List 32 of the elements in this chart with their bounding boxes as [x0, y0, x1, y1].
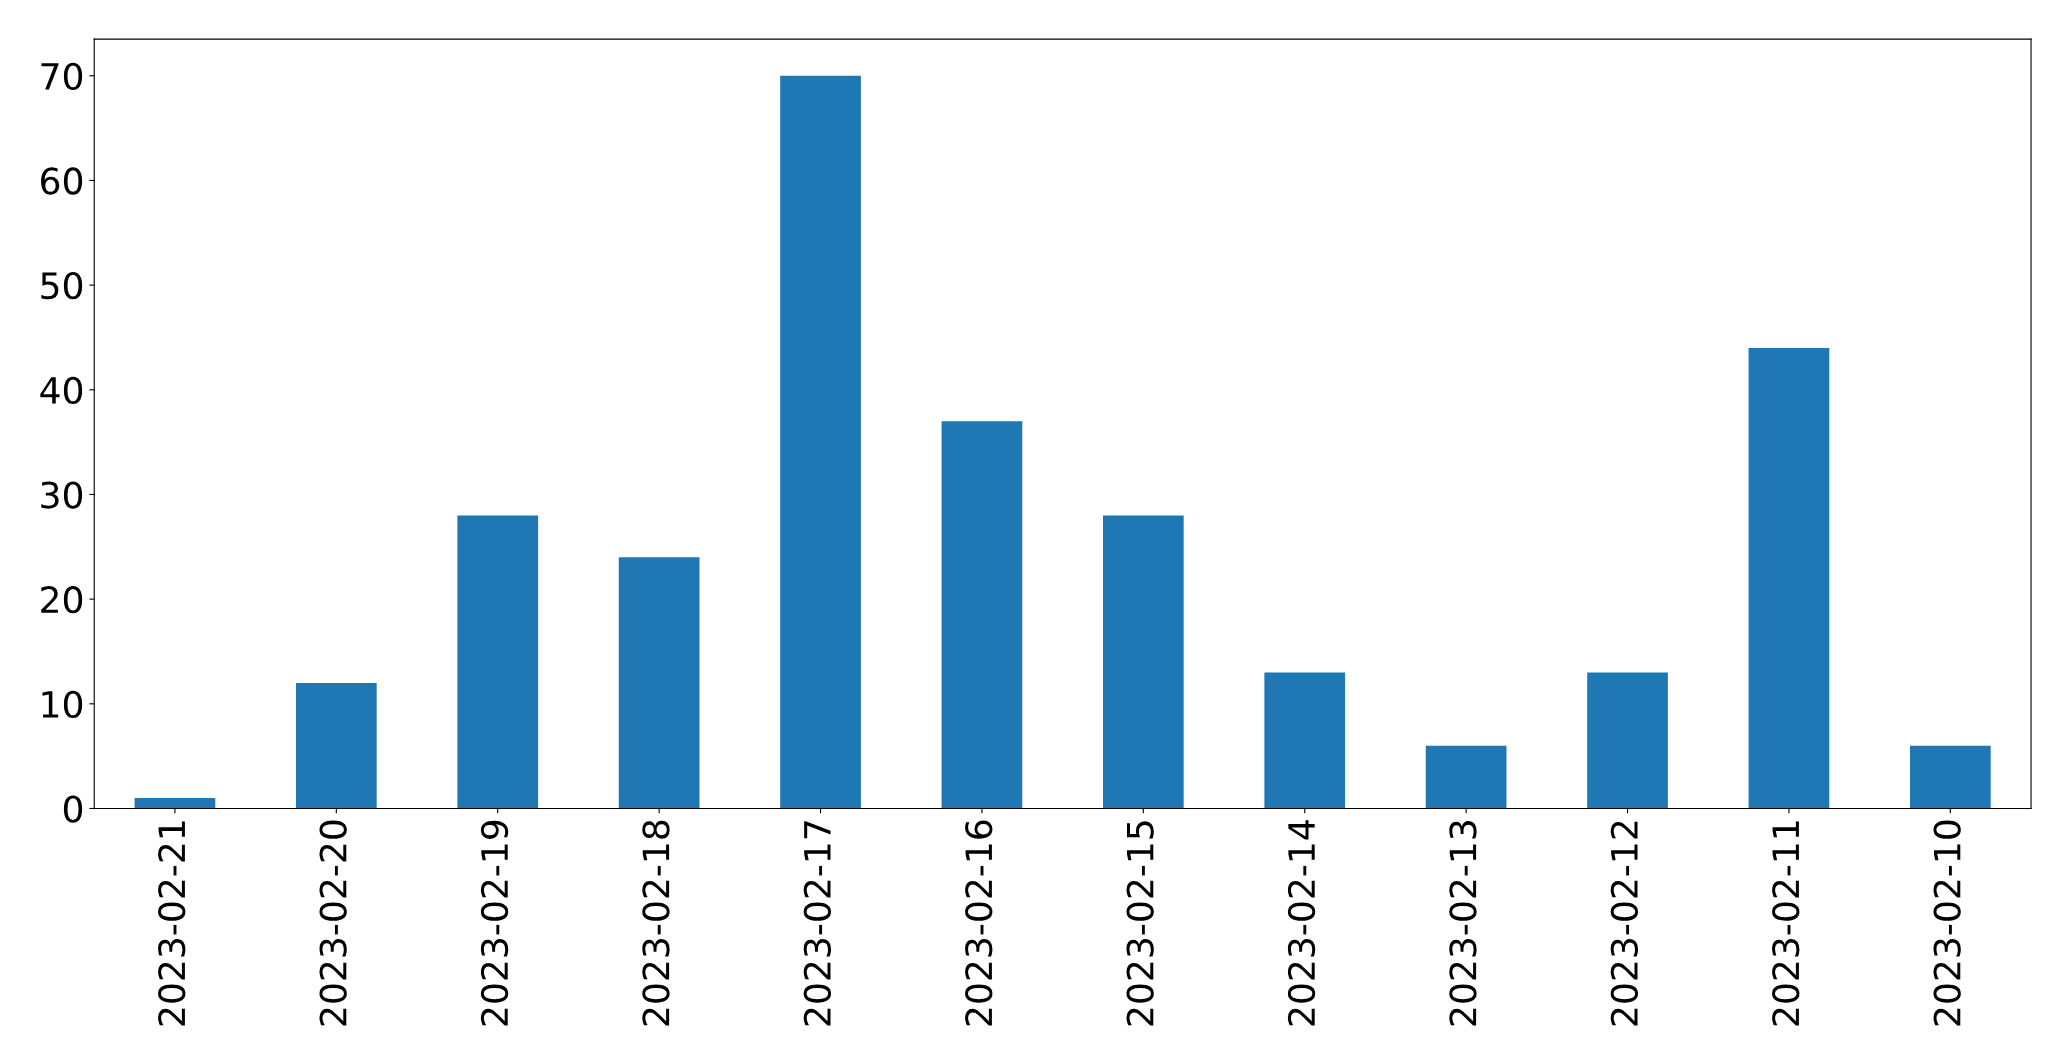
bar — [618, 557, 700, 809]
x-tick-label: 2023-02-16 — [965, 820, 993, 1026]
bar — [1748, 347, 1830, 809]
x-tick-label: 2023-02-18 — [642, 820, 670, 1026]
x-tick-label: 2023-02-21 — [158, 821, 186, 1026]
y-tick-label: 20 — [41, 586, 83, 614]
bar — [780, 75, 861, 809]
y-tick-label: 10 — [42, 690, 83, 719]
x-tick-label: 2023-02-13 — [1449, 821, 1477, 1026]
x-tick-label: 2023-02-12 — [1610, 821, 1639, 1026]
y-tick-label: 30 — [41, 481, 83, 509]
bar — [1264, 672, 1346, 809]
x-tick-label: 2023-02-14 — [1287, 820, 1316, 1026]
bar — [941, 421, 1023, 809]
y-tick-label: 50 — [41, 272, 83, 300]
bar — [1587, 672, 1668, 809]
y-tick-label: 40 — [40, 376, 83, 405]
bar — [1102, 515, 1184, 809]
y-tick-label: 0 — [63, 795, 83, 823]
y-tick-label: 70 — [41, 62, 83, 91]
bar — [134, 798, 216, 809]
x-tick-label: 2023-02-19 — [480, 820, 509, 1026]
x-tick-label: 2023-02-11 — [1772, 821, 1800, 1026]
bar — [295, 682, 377, 809]
bar — [1909, 745, 1991, 809]
x-tick-label: 2023-02-17 — [803, 821, 832, 1026]
x-tick-label: 2023-02-10 — [1933, 820, 1961, 1026]
bar — [1425, 745, 1507, 809]
x-tick-label: 2023-02-15 — [1126, 821, 1154, 1026]
y-tick-label: 60 — [41, 167, 83, 195]
x-tick-label: 2023-02-20 — [319, 820, 347, 1026]
bar — [457, 515, 539, 809]
